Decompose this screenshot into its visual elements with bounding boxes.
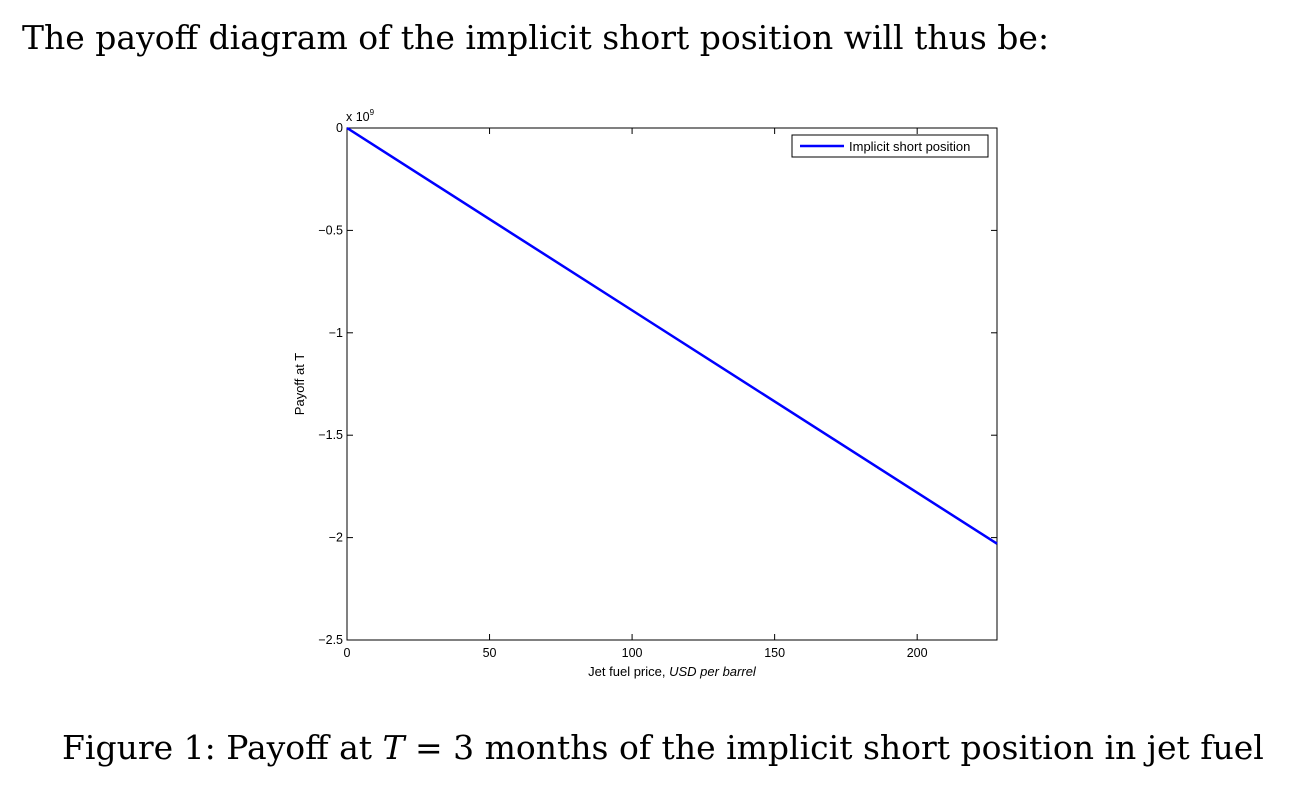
plot-frame: [346, 127, 998, 641]
caption-suffix: = 3 months of the implicit short positio…: [404, 728, 1264, 767]
y-multiplier-base: x 10: [346, 110, 370, 124]
y-tick-label: −1.5: [318, 428, 343, 442]
y-tick-label: −0.5: [318, 223, 343, 237]
x-axis-label-plain: Jet fuel price,: [588, 664, 669, 679]
legend: Implicit short position: [791, 134, 989, 158]
y-tick-label: −2.5: [318, 633, 343, 647]
legend-label: Implicit short position: [849, 139, 970, 154]
y-tick-label: 0: [336, 121, 343, 135]
x-axis-label: Jet fuel price, USD per barrel: [588, 664, 757, 679]
legend-box: [791, 134, 989, 158]
series-line: [346, 126, 998, 545]
x-tick-label: 200: [907, 646, 928, 660]
x-tick-label: 150: [764, 646, 785, 660]
x-axis-label-units: USD per barrel: [669, 664, 757, 679]
x-tick-label: 50: [483, 646, 497, 660]
caption-variable: T: [382, 728, 405, 767]
caption-prefix: Figure 1: Payoff at: [62, 728, 383, 767]
y-tick-label: −2: [329, 531, 343, 545]
intro-text: The payoff diagram of the implicit short…: [22, 18, 1050, 57]
y-tick-label: −1: [329, 326, 343, 340]
y-multiplier-label: x 109: [346, 108, 375, 124]
y-axis-label: Payoff at T: [292, 353, 307, 415]
figure-caption: Figure 1: Payoff at T = 3 months of the …: [62, 728, 1264, 767]
x-tick-label: 0: [344, 646, 351, 660]
y-multiplier-exponent: 9: [370, 108, 375, 117]
x-tick-label: 100: [622, 646, 643, 660]
